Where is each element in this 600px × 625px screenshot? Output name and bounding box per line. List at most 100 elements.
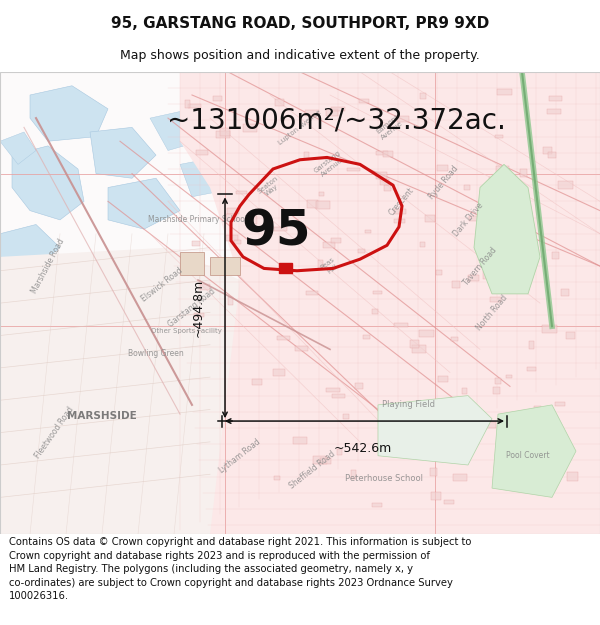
- FancyBboxPatch shape: [373, 291, 382, 294]
- FancyBboxPatch shape: [376, 151, 388, 155]
- FancyBboxPatch shape: [527, 368, 536, 371]
- Bar: [279, 263, 292, 273]
- FancyBboxPatch shape: [383, 184, 391, 191]
- FancyBboxPatch shape: [307, 200, 318, 208]
- FancyBboxPatch shape: [274, 476, 280, 479]
- FancyBboxPatch shape: [496, 166, 509, 174]
- FancyBboxPatch shape: [383, 151, 393, 156]
- Polygon shape: [0, 72, 390, 280]
- FancyBboxPatch shape: [567, 472, 578, 481]
- FancyBboxPatch shape: [392, 449, 404, 452]
- FancyBboxPatch shape: [188, 104, 202, 107]
- FancyBboxPatch shape: [227, 298, 233, 305]
- FancyBboxPatch shape: [455, 420, 461, 422]
- Text: North Road: North Road: [475, 293, 509, 332]
- Text: Garstang
Avenue: Garstang Avenue: [313, 149, 347, 179]
- Text: Other Sports Facility: Other Sports Facility: [151, 328, 221, 334]
- FancyBboxPatch shape: [220, 128, 230, 136]
- FancyBboxPatch shape: [196, 150, 208, 155]
- Text: ~542.6m: ~542.6m: [334, 442, 392, 455]
- Text: Marshside Road: Marshside Road: [30, 237, 66, 295]
- FancyBboxPatch shape: [419, 329, 434, 337]
- Text: Tavern Road: Tavern Road: [461, 245, 499, 287]
- FancyBboxPatch shape: [306, 291, 318, 295]
- FancyBboxPatch shape: [251, 379, 262, 384]
- Text: Eamont
Avenue: Eamont Avenue: [376, 114, 404, 141]
- Polygon shape: [492, 405, 576, 498]
- Polygon shape: [378, 396, 492, 465]
- Text: MARSHSIDE: MARSHSIDE: [67, 411, 137, 421]
- FancyBboxPatch shape: [550, 444, 565, 450]
- Polygon shape: [180, 155, 240, 197]
- Polygon shape: [30, 86, 108, 141]
- FancyBboxPatch shape: [468, 276, 479, 281]
- FancyBboxPatch shape: [227, 209, 239, 214]
- FancyBboxPatch shape: [194, 313, 205, 318]
- FancyBboxPatch shape: [326, 388, 340, 392]
- FancyBboxPatch shape: [558, 181, 572, 189]
- Polygon shape: [150, 109, 216, 151]
- FancyBboxPatch shape: [542, 325, 557, 333]
- FancyBboxPatch shape: [420, 242, 425, 247]
- FancyBboxPatch shape: [517, 249, 525, 252]
- FancyBboxPatch shape: [412, 345, 427, 352]
- FancyBboxPatch shape: [495, 378, 501, 384]
- FancyBboxPatch shape: [490, 296, 500, 302]
- Text: Peas
Hill: Peas Hill: [320, 256, 340, 276]
- FancyBboxPatch shape: [550, 96, 562, 101]
- FancyBboxPatch shape: [552, 253, 559, 259]
- FancyBboxPatch shape: [244, 124, 257, 132]
- FancyBboxPatch shape: [194, 254, 205, 258]
- FancyBboxPatch shape: [318, 260, 323, 268]
- FancyBboxPatch shape: [532, 484, 539, 492]
- FancyBboxPatch shape: [454, 474, 467, 481]
- Text: Garstang Road: Garstang Road: [167, 287, 217, 329]
- FancyBboxPatch shape: [430, 469, 437, 476]
- Polygon shape: [12, 146, 84, 220]
- FancyBboxPatch shape: [304, 152, 310, 159]
- FancyBboxPatch shape: [419, 448, 427, 453]
- FancyBboxPatch shape: [452, 281, 460, 288]
- Text: Lupton Avenue: Lupton Avenue: [278, 109, 322, 146]
- FancyBboxPatch shape: [226, 214, 237, 221]
- Polygon shape: [90, 127, 156, 178]
- FancyBboxPatch shape: [439, 376, 448, 381]
- FancyBboxPatch shape: [417, 432, 422, 440]
- Polygon shape: [0, 280, 330, 534]
- Polygon shape: [0, 248, 240, 534]
- Polygon shape: [180, 253, 204, 276]
- FancyBboxPatch shape: [431, 492, 442, 500]
- FancyBboxPatch shape: [497, 89, 512, 95]
- FancyBboxPatch shape: [394, 209, 406, 214]
- FancyBboxPatch shape: [305, 110, 319, 116]
- FancyBboxPatch shape: [343, 414, 349, 419]
- FancyBboxPatch shape: [495, 135, 503, 138]
- FancyBboxPatch shape: [506, 375, 512, 378]
- FancyBboxPatch shape: [486, 422, 496, 428]
- FancyBboxPatch shape: [331, 238, 341, 244]
- FancyBboxPatch shape: [226, 235, 238, 241]
- Polygon shape: [210, 257, 240, 276]
- Text: Peterhouse School: Peterhouse School: [345, 474, 423, 483]
- FancyBboxPatch shape: [489, 177, 494, 182]
- FancyBboxPatch shape: [394, 322, 408, 328]
- Polygon shape: [180, 72, 600, 534]
- FancyBboxPatch shape: [520, 169, 527, 177]
- FancyBboxPatch shape: [337, 449, 343, 456]
- FancyBboxPatch shape: [529, 341, 534, 349]
- FancyBboxPatch shape: [192, 241, 200, 246]
- FancyBboxPatch shape: [372, 503, 382, 506]
- FancyBboxPatch shape: [436, 270, 442, 275]
- Text: Sheffield Road: Sheffield Road: [287, 449, 337, 490]
- FancyBboxPatch shape: [560, 289, 569, 296]
- FancyBboxPatch shape: [410, 340, 419, 348]
- FancyBboxPatch shape: [351, 471, 356, 479]
- FancyBboxPatch shape: [365, 229, 371, 233]
- FancyBboxPatch shape: [548, 152, 556, 158]
- FancyBboxPatch shape: [372, 309, 378, 314]
- Text: Elswick Road: Elswick Road: [140, 266, 184, 304]
- FancyBboxPatch shape: [556, 402, 565, 406]
- Text: 95, GARSTANG ROAD, SOUTHPORT, PR9 9XD: 95, GARSTANG ROAD, SOUTHPORT, PR9 9XD: [111, 16, 489, 31]
- FancyBboxPatch shape: [293, 437, 307, 444]
- FancyBboxPatch shape: [493, 387, 500, 394]
